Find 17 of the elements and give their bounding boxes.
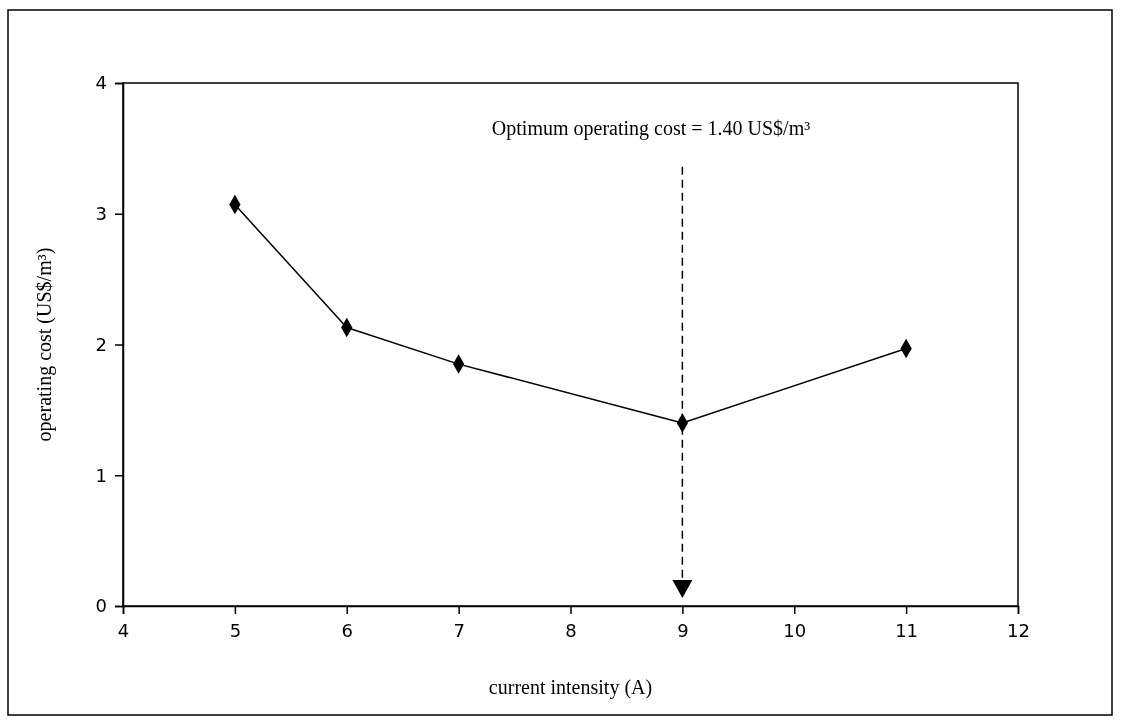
x-tick-label: 8 bbox=[565, 619, 577, 641]
x-tick-label: 7 bbox=[453, 619, 465, 641]
annotation: Optimum operating cost = 1.40 US$/m³ bbox=[491, 116, 811, 140]
y-tick-label: 2 bbox=[95, 333, 107, 355]
x-tick-label: 10 bbox=[783, 619, 807, 641]
y-tick-label: 1 bbox=[95, 464, 107, 486]
y-tick-label: 0 bbox=[95, 595, 107, 617]
x-tick-label: 6 bbox=[341, 619, 353, 641]
x-axis-title: current intensity (A) bbox=[488, 676, 653, 699]
x-tick-label: 5 bbox=[229, 619, 242, 641]
x-tick-label: 12 bbox=[1007, 619, 1030, 641]
y-tick-label: 4 bbox=[95, 72, 107, 94]
y-axis-title: operating cost (US$/m³) bbox=[33, 247, 56, 442]
y-tick-label: 3 bbox=[95, 203, 107, 225]
x-tick-label: 11 bbox=[895, 619, 919, 641]
x-tick-label: 9 bbox=[677, 619, 689, 641]
x-tick-label: 4 bbox=[117, 619, 130, 641]
